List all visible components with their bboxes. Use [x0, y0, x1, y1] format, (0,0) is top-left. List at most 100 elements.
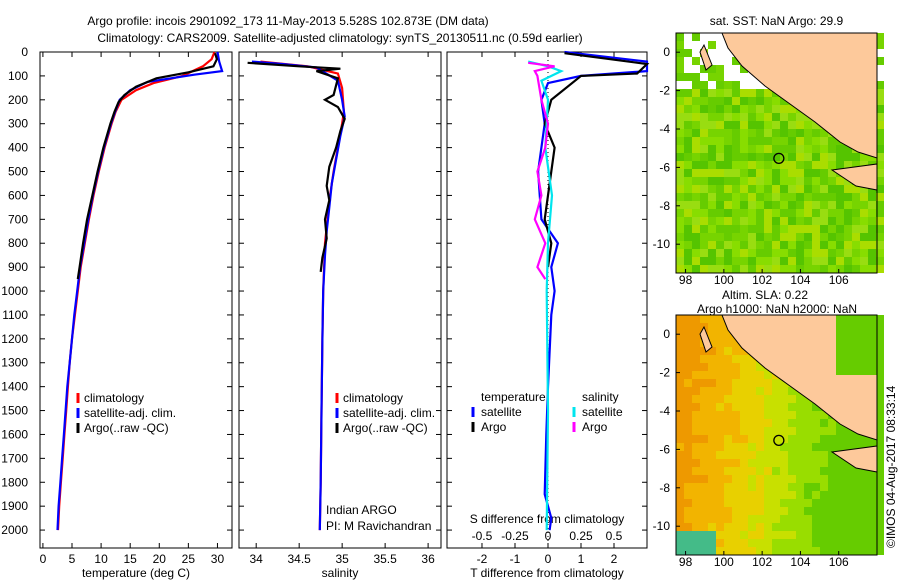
map-cell	[700, 113, 708, 121]
map-cell	[796, 395, 804, 403]
map-cell	[732, 105, 740, 113]
map-cell	[804, 137, 812, 145]
map-cell	[676, 547, 684, 555]
map-cell	[876, 145, 884, 153]
map-cell	[748, 153, 756, 161]
map-cell	[788, 153, 796, 161]
map-cell	[724, 467, 732, 475]
map-cell	[732, 225, 740, 233]
x-tick-label: 35.5	[373, 552, 397, 566]
map-cell	[732, 241, 740, 249]
map-cell	[724, 547, 732, 555]
map-cell	[676, 467, 684, 475]
map-cell	[780, 411, 788, 419]
map-cell	[740, 475, 748, 483]
map-cell	[828, 169, 836, 177]
map-cell	[692, 379, 700, 387]
map-cell	[708, 105, 716, 113]
y-tick-label: 200	[8, 93, 28, 107]
map-cell	[684, 411, 692, 419]
map-cell	[788, 387, 796, 395]
y-tick-label: 1200	[1, 332, 28, 346]
map-cell	[732, 371, 740, 379]
map-cell	[708, 355, 716, 363]
map-cell	[700, 81, 708, 89]
map-cell	[852, 483, 860, 491]
map-cell	[788, 427, 796, 435]
map-cell	[756, 547, 764, 555]
map-cell	[708, 241, 716, 249]
map-cell	[700, 355, 708, 363]
map-cell	[716, 491, 724, 499]
map-cell	[836, 315, 877, 375]
map-cell	[692, 531, 700, 539]
plot-frame	[238, 51, 442, 549]
map-cell	[716, 531, 724, 539]
map-cell	[844, 427, 852, 435]
map-cell	[684, 419, 692, 427]
map-cell	[756, 225, 764, 233]
map-cell	[748, 387, 756, 395]
map-cell	[732, 467, 740, 475]
map-cell	[876, 459, 884, 467]
map-cell	[748, 483, 756, 491]
map-cell	[676, 443, 684, 451]
map-cell	[796, 507, 804, 515]
map-subtitle: Argo h1000: NaN h2000: NaN	[697, 302, 857, 316]
map-cell	[804, 153, 812, 161]
map-cell	[716, 507, 724, 515]
map-cell	[788, 105, 796, 113]
map-cell	[828, 257, 836, 265]
map-cell	[692, 105, 700, 113]
map-cell	[780, 547, 788, 555]
map-cell	[804, 161, 812, 169]
map-cell	[780, 121, 788, 129]
map-cell	[676, 339, 684, 347]
map-cell	[828, 161, 836, 169]
map-cell	[796, 475, 804, 483]
map-cell	[780, 427, 788, 435]
map-cell	[756, 403, 764, 411]
map-cell	[764, 435, 772, 443]
map-cell	[692, 467, 700, 475]
map-cell	[724, 379, 732, 387]
map-cell	[764, 507, 772, 515]
map-cell	[876, 233, 884, 241]
map-cell	[868, 233, 876, 241]
legend-label: satellite	[481, 405, 522, 419]
map-cell	[780, 507, 788, 515]
map-cell	[740, 73, 748, 81]
map-cell	[684, 49, 692, 57]
map-cell	[876, 547, 884, 555]
map-cell	[692, 65, 700, 73]
map-cell	[724, 435, 732, 443]
map-cell	[708, 475, 716, 483]
map-cell	[812, 491, 820, 499]
map-cell	[852, 547, 860, 555]
map-cell	[740, 153, 748, 161]
map-cell	[740, 355, 748, 363]
map-cell	[780, 523, 788, 531]
map-cell	[764, 153, 772, 161]
map-cell	[716, 499, 724, 507]
y-tick-label: -6	[659, 160, 670, 174]
map-cell	[804, 547, 812, 555]
map-cell	[852, 201, 860, 209]
map-cell	[684, 145, 692, 153]
map-cell	[796, 419, 804, 427]
map-cell	[732, 217, 740, 225]
map-cell	[740, 249, 748, 257]
map-cell	[732, 355, 740, 363]
map-cell	[708, 347, 716, 355]
map-cell	[764, 113, 772, 121]
map-cell	[716, 57, 724, 65]
map-cell	[780, 539, 788, 547]
map-cell	[684, 395, 692, 403]
map-cell	[756, 265, 764, 273]
map-cell	[772, 419, 780, 427]
map-cell	[716, 395, 724, 403]
map-cell	[852, 225, 860, 233]
legend-label: Argo(..raw -QC)	[84, 421, 169, 435]
map-cell	[724, 209, 732, 217]
map-cell	[876, 323, 884, 331]
